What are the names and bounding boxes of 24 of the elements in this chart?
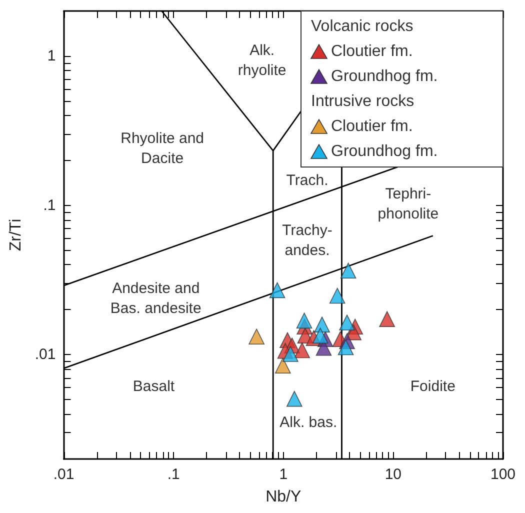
y-axis-title: Zr/Ti — [8, 218, 24, 252]
legend-label: Cloutier fm. — [331, 118, 413, 135]
x-tick-label: 1 — [279, 466, 288, 483]
annotation: Volcanic rocks — [311, 18, 414, 35]
y-tick-label: 1 — [47, 47, 56, 64]
annotation: Rhyolite and Dacite — [120, 130, 204, 168]
y-tick-label: .1 — [43, 196, 56, 214]
annotation: Foidite — [410, 378, 456, 396]
annotation: Trach. — [286, 172, 328, 190]
legend-label: Groundhog fm. — [331, 143, 438, 160]
x-tick-label: 10 — [384, 466, 402, 483]
annotation: Trachy- andes. — [282, 222, 332, 260]
legend-label: Cloutier fm. — [331, 43, 413, 60]
x-axis-title: Nb/Y — [266, 488, 302, 506]
annotation: Alk. rhyolite — [238, 42, 286, 80]
annotation: Tephri- phonolite — [378, 186, 439, 223]
x-tick-label: 100 — [490, 466, 516, 483]
annotation: Intrusive rocks — [311, 93, 414, 110]
y-tick-label: .01 — [34, 346, 56, 364]
annotation: Andesite and Bas. andesite — [110, 280, 202, 318]
x-tick-label: .1 — [167, 466, 180, 483]
legend-label: Groundhog fm. — [331, 68, 438, 85]
annotation: Alk. bas. — [280, 414, 338, 432]
annotation: Basalt — [132, 378, 176, 396]
